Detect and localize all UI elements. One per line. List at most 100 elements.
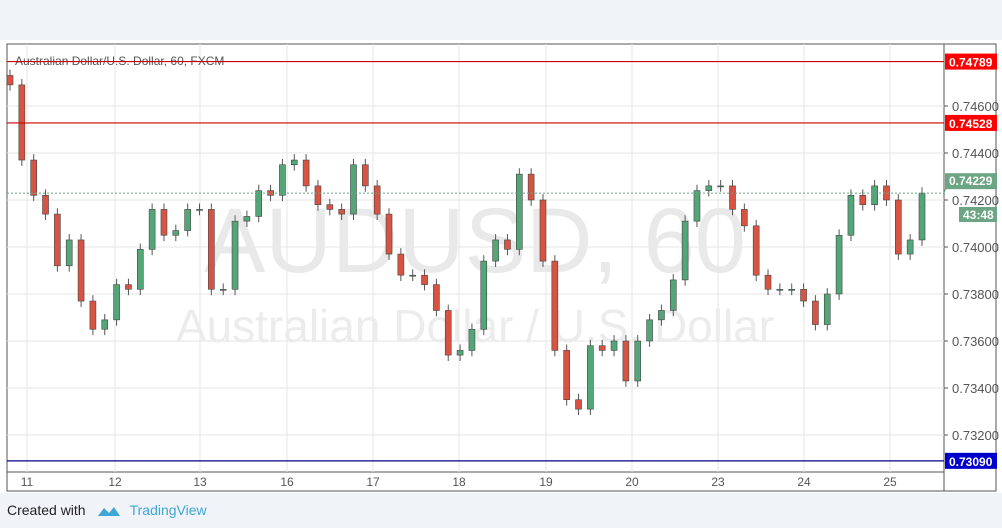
y-tick-label: 0.74000 (952, 240, 999, 255)
candle-body (89, 300, 97, 330)
candle-body (717, 185, 724, 188)
candle-body (906, 239, 914, 255)
candle-body (669, 279, 677, 311)
x-tick-label: 17 (366, 475, 380, 489)
candle-body (527, 173, 535, 201)
candle-body (835, 234, 843, 295)
watermark-symbol: AUDUSD, 60 (204, 190, 746, 292)
x-tick-label: 18 (452, 475, 466, 489)
candle-body (421, 274, 428, 285)
candle-body (409, 274, 417, 277)
candle-body (918, 192, 926, 241)
candle-body (823, 293, 831, 325)
candle-body (681, 220, 689, 281)
candlestick-chart[interactable]: 11 12 13 16 17 18 19 20 23 24 25 0.74600 0.74400 0.74… (0, 40, 1002, 493)
candle-body (575, 399, 582, 410)
y-tick-label: 0.74600 (952, 99, 999, 114)
y-tick-label: 0.73400 (952, 381, 999, 396)
tradingview-link[interactable]: TradingView (129, 502, 207, 518)
candle-body (646, 319, 653, 342)
candle-body (776, 289, 784, 291)
candle-body (373, 185, 381, 215)
candle-body (136, 249, 144, 290)
x-tick-label: 16 (280, 475, 294, 489)
y-tick-label: 0.74200 (952, 193, 999, 208)
candle-body (433, 284, 440, 311)
x-tick-label: 11 (21, 475, 34, 489)
candle-body (172, 230, 180, 236)
candle-body (729, 185, 736, 210)
last-price-label: 0.74229 (949, 174, 993, 188)
candle-body (54, 213, 61, 267)
candle-body (658, 310, 665, 321)
candle-body (444, 310, 452, 356)
candle-body (563, 350, 570, 401)
y-tick-label: 0.73600 (952, 334, 999, 349)
candle-body (598, 345, 606, 351)
candle-body (800, 289, 807, 302)
level-label: 0.74789 (949, 56, 993, 70)
x-tick-label: 25 (883, 475, 897, 489)
candle-body (160, 209, 168, 236)
candle-body (551, 260, 559, 351)
candle-body (65, 239, 73, 267)
x-tick-label: 20 (625, 475, 639, 489)
candle-body (196, 209, 203, 211)
candle-body (622, 340, 630, 382)
level-label: 0.74528 (949, 117, 993, 131)
tradingview-cloud-icon (97, 507, 120, 516)
candle-body (302, 159, 310, 187)
candle-body (764, 274, 772, 290)
candle-body (539, 199, 547, 262)
candle-body (634, 340, 642, 382)
candle-body (468, 328, 476, 351)
chart-frame: 11 12 13 16 17 18 19 20 23 24 25 0.74600 0.74400 0.74… (0, 40, 1002, 493)
x-tick-label: 24 (797, 475, 811, 489)
y-tick-label: 0.73200 (952, 428, 999, 443)
candle-body (338, 209, 345, 215)
candle-body (243, 216, 251, 222)
candle-body (148, 209, 156, 250)
candle-body (125, 284, 132, 290)
level-label: 0.73090 (949, 455, 993, 469)
y-tick-label: 0.74400 (952, 146, 999, 161)
candle-body (788, 289, 796, 291)
candle-body (219, 289, 227, 291)
candle-body (255, 190, 263, 217)
candle-body (290, 159, 298, 166)
countdown-bg (959, 207, 997, 222)
candle-body (30, 159, 37, 196)
candle-body (350, 164, 357, 215)
candle-body (847, 195, 855, 236)
candle-body (705, 185, 713, 191)
time-axis (6, 471, 945, 492)
candle-body (208, 209, 215, 290)
candle-body (492, 239, 499, 262)
x-tick-label: 19 (539, 475, 553, 489)
footer: Created with TradingView (7, 502, 207, 518)
candle-body (77, 239, 85, 302)
candle-body (326, 204, 334, 210)
candle-body (42, 195, 49, 215)
candle-body (279, 164, 286, 196)
candle-body (456, 350, 464, 356)
candle-body (871, 185, 878, 205)
x-tick-label: 12 (108, 475, 122, 489)
candle-body (397, 253, 405, 276)
candle-body (231, 220, 239, 290)
candle-body (480, 260, 488, 330)
candle-body (362, 164, 369, 187)
level-label-bg (945, 114, 997, 131)
candle-body (101, 319, 109, 330)
created-with-text: Created with (7, 502, 86, 518)
y-tick-label: 0.73800 (952, 287, 999, 302)
candle-body (6, 75, 14, 86)
candle-body (610, 340, 618, 351)
candle-body (693, 190, 701, 222)
plot-area (6, 43, 945, 473)
x-tick-label: 23 (711, 475, 725, 489)
level-label-bg (945, 53, 997, 70)
candle-body (859, 195, 867, 206)
candle-body (385, 213, 393, 255)
candle-body (184, 209, 191, 231)
